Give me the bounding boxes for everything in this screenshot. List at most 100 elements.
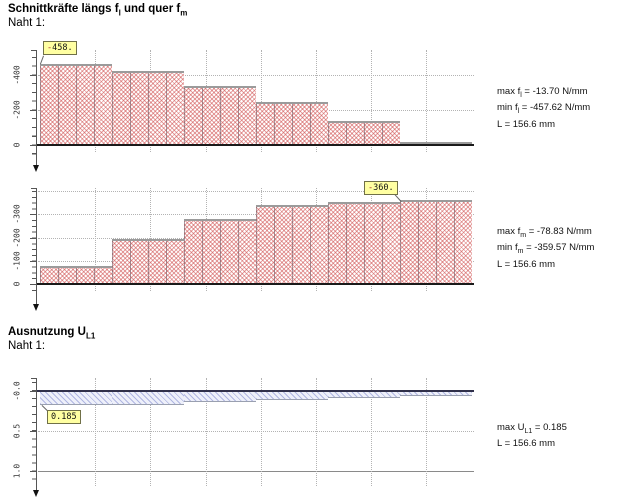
stat-subscript: m: [517, 248, 524, 256]
chart-segment-fl: [184, 85, 256, 145]
stat-subscript: m: [520, 231, 527, 239]
y-tick-label: 0: [12, 281, 22, 287]
v-gridline: [260, 378, 262, 486]
y-major-tick: [30, 144, 36, 146]
h-gridline: [38, 74, 474, 76]
chart-segment-ul1: [184, 392, 256, 402]
y-tick-label: 1.0: [12, 463, 22, 479]
title-text: Schnittkräfte längs f: [8, 3, 119, 15]
y-axis-minor-ticks: [32, 57, 36, 156]
v-gridline: [315, 378, 317, 486]
chart-segment-fm: [400, 200, 472, 284]
h-gridline: [38, 430, 474, 432]
stat-length-ul1: L = 156.6 mm: [497, 438, 555, 450]
stat-subscript: l: [517, 108, 520, 116]
v-gridline: [315, 50, 317, 152]
stat-subscript: l: [520, 91, 522, 99]
y-major-tick: [30, 237, 36, 239]
stat-max-fm: max fm = -78.83 N/mm: [497, 226, 594, 242]
chart-segment-fl: [328, 121, 400, 145]
y-axis-arrow-icon: [33, 304, 39, 311]
stat-max-ul1: max UL1 = 0.185: [497, 422, 567, 438]
chart-segment-fm: [184, 219, 256, 284]
zero-axis-line: [36, 389, 474, 392]
section-subtitle-utilization: Naht 1:: [8, 339, 46, 352]
stat-min-fm: min fm = -359.57 N/mm: [497, 242, 594, 258]
y-tick-label: -0.0: [12, 380, 22, 401]
y-major-tick: [30, 390, 36, 392]
chart-segment-ul1: [400, 392, 472, 396]
stat-value: = 0.185: [532, 422, 567, 433]
minus-sign: -: [47, 43, 53, 53]
y-tick-label: 0: [12, 142, 22, 147]
title-subscript-m: m: [180, 8, 188, 18]
v-gridline: [260, 50, 262, 152]
title-subscript-L1: L1: [85, 331, 96, 341]
stat-value: = -13.70 N/mm: [521, 86, 588, 97]
v-gridline: [205, 378, 207, 486]
stats-ul1: max UL1 = 0.185 L = 156.6 mm: [497, 422, 567, 451]
v-gridline: [371, 50, 373, 152]
y-tick-label: -200: [12, 99, 22, 120]
title-text: und quer f: [120, 3, 181, 15]
y-axis: [36, 188, 37, 305]
stat-text: min f: [497, 242, 518, 254]
chart-segment-ul1: [112, 392, 184, 406]
section-subtitle-forces: Naht 1:: [8, 16, 46, 29]
stat-text: max f: [497, 226, 521, 237]
chart-segment-fl: [40, 64, 112, 145]
h-gridline: [38, 191, 474, 192]
callout-label-fl[interactable]: -458.: [43, 41, 77, 55]
axis-top-tick-icon: [31, 378, 37, 379]
y-tick-label: 0.5: [12, 423, 22, 438]
stat-text: max U: [497, 422, 525, 433]
v-gridline: [95, 378, 97, 486]
y-tick-label: -200: [12, 227, 22, 248]
y-tick-label: -300: [12, 204, 22, 224]
y-tick-label: -100: [12, 251, 22, 271]
callout-label-ul1[interactable]: 0.185: [47, 410, 81, 424]
stat-value: = -457.62 N/mm: [519, 102, 591, 114]
minus-sign: -: [368, 183, 374, 193]
v-gridline: [426, 50, 428, 152]
callout-leader: [39, 55, 44, 64]
y-tick-label: -400: [12, 64, 22, 85]
stat-value: = -78.83 N/mm: [526, 226, 592, 237]
chart-segment-fm: [328, 202, 400, 284]
chart-segment-ul1: [328, 392, 400, 398]
limit-line: [38, 470, 474, 472]
y-major-tick: [30, 284, 36, 285]
stats-fl: max fl = -13.70 N/mm min fl = -457.62 N/…: [497, 86, 590, 131]
stat-min-fl: min fl = -457.62 N/mm: [497, 102, 590, 118]
y-major-tick: [30, 109, 36, 111]
section-title-forces: Schnittkräfte längs fl und quer fm: [8, 3, 187, 17]
axis-top-tick-icon: [31, 50, 37, 51]
chart-segment-ul1: [40, 392, 112, 406]
chart-segment-fm: [40, 265, 112, 284]
title-subscript-l: l: [118, 8, 121, 18]
stat-text: min f: [497, 102, 518, 114]
y-major-tick: [30, 430, 36, 432]
stat-length-fm: L = 156.6 mm: [497, 258, 555, 270]
y-axis: [36, 50, 37, 166]
y-axis-minor-ticks: [32, 191, 36, 295]
chart-segment-ul1: [256, 392, 328, 400]
callout-leader: [394, 194, 402, 202]
stat-value: = -359.57 N/mm: [523, 242, 595, 254]
v-gridline: [95, 188, 97, 291]
stat-subscript: L1: [524, 427, 533, 435]
v-gridline: [371, 378, 373, 486]
zero-axis-line: [36, 143, 474, 146]
v-gridline: [150, 378, 152, 486]
zero-axis-line: [36, 283, 474, 285]
y-axis-minor-ticks: [32, 382, 36, 481]
stat-text: max f: [497, 86, 521, 97]
callout-label-fm[interactable]: -360.: [364, 181, 398, 195]
stat-length-fl: L = 156.6 mm: [497, 118, 555, 130]
chart-segment-fl: [112, 71, 184, 145]
stat-max-fl: max fl = -13.70 N/mm: [497, 86, 590, 102]
title-text: Ausnutzung U: [8, 326, 86, 338]
y-axis-arrow-icon: [33, 490, 39, 497]
y-axis-arrow-icon: [33, 165, 39, 172]
